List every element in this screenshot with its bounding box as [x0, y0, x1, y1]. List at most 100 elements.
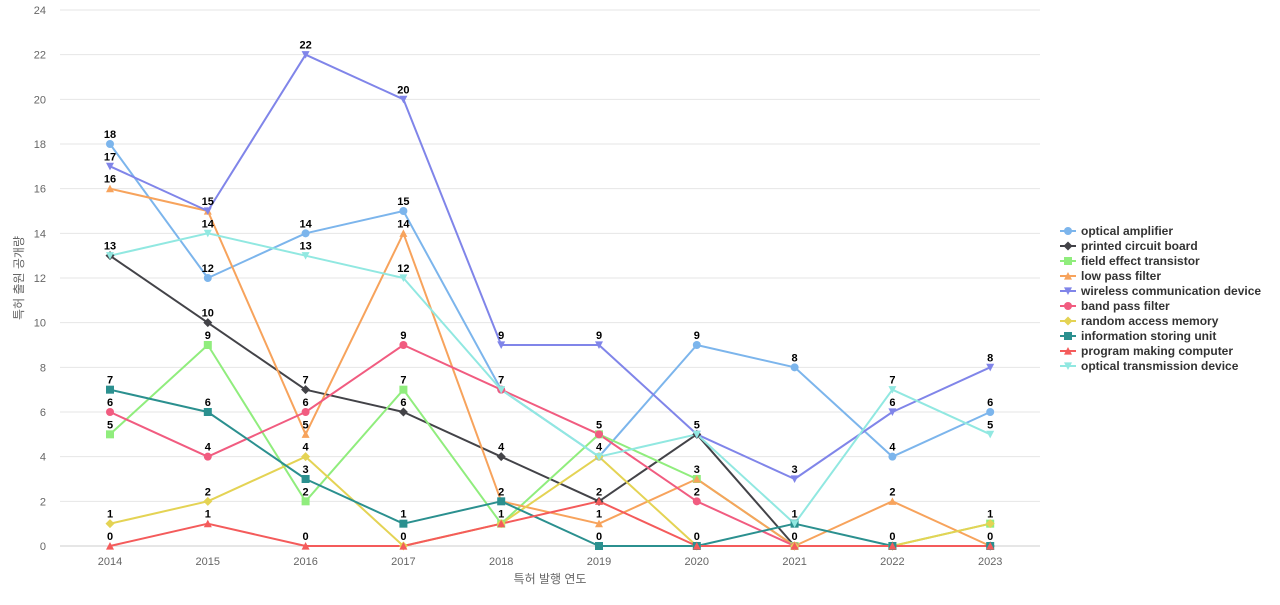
data-point[interactable]: [399, 229, 408, 237]
data-point[interactable]: [301, 51, 310, 59]
data-point[interactable]: [203, 519, 212, 528]
data-point[interactable]: [106, 430, 114, 439]
data-point[interactable]: [105, 519, 115, 529]
data-point[interactable]: [106, 542, 114, 550]
legend-item[interactable]: low pass filter: [1060, 269, 1161, 283]
data-point[interactable]: [203, 274, 212, 282]
series-line[interactable]: [109, 232, 991, 525]
legend-item[interactable]: information storing unit: [1060, 329, 1216, 343]
data-point[interactable]: [106, 162, 114, 171]
data-point[interactable]: [399, 385, 408, 394]
data-point[interactable]: [986, 542, 995, 550]
legend-marker[interactable]: [1064, 302, 1072, 310]
data-point[interactable]: [399, 341, 408, 349]
data-point[interactable]: [497, 341, 506, 349]
data-point[interactable]: [986, 363, 995, 372]
data-point[interactable]: [398, 407, 408, 417]
data-point[interactable]: [595, 519, 603, 528]
data-point[interactable]: [888, 497, 897, 505]
data-point[interactable]: [203, 318, 213, 328]
data-point[interactable]: [203, 496, 213, 506]
legend-marker[interactable]: [1064, 332, 1072, 340]
data-point[interactable]: [595, 497, 603, 505]
data-point[interactable]: [106, 140, 114, 148]
data-point[interactable]: [497, 497, 506, 506]
legend-marker[interactable]: [1064, 272, 1072, 280]
data-point[interactable]: [301, 475, 310, 483]
data-point[interactable]: [203, 408, 212, 416]
legend-item[interactable]: optical transmission device: [1060, 359, 1239, 373]
data-point[interactable]: [399, 519, 408, 528]
legend-marker[interactable]: [1063, 316, 1073, 326]
data-point[interactable]: [301, 229, 310, 238]
legend-label: optical amplifier: [1081, 224, 1173, 238]
data-point[interactable]: [301, 430, 310, 438]
data-point[interactable]: [888, 408, 897, 416]
data-point[interactable]: [399, 95, 408, 104]
data-point[interactable]: [203, 452, 212, 461]
data-point[interactable]: [692, 497, 701, 506]
data-point[interactable]: [203, 207, 212, 215]
data-point[interactable]: [595, 341, 603, 349]
data-point[interactable]: [106, 385, 114, 394]
legend-item[interactable]: wireless communication device: [1060, 284, 1261, 298]
data-point[interactable]: [301, 408, 310, 416]
data-point[interactable]: [496, 452, 506, 462]
legend-item[interactable]: printed circuit board: [1060, 239, 1198, 253]
data-point[interactable]: [301, 497, 310, 506]
legend-item[interactable]: program making computer: [1060, 344, 1233, 358]
data-label: 15: [202, 196, 214, 208]
data-point[interactable]: [106, 252, 114, 260]
data-point[interactable]: [790, 520, 799, 528]
data-point[interactable]: [790, 542, 799, 550]
data-point[interactable]: [399, 542, 408, 550]
data-label: 20: [397, 84, 409, 96]
legend-marker[interactable]: [1063, 241, 1073, 251]
data-point[interactable]: [986, 430, 995, 439]
data-point[interactable]: [203, 229, 212, 238]
legend-item[interactable]: field effect transistor: [1060, 254, 1200, 268]
data-point[interactable]: [790, 363, 799, 372]
data-point[interactable]: [692, 475, 701, 483]
series-line[interactable]: [109, 500, 991, 547]
data-point[interactable]: [106, 184, 114, 193]
data-point[interactable]: [692, 341, 701, 349]
legend-marker[interactable]: [1064, 362, 1072, 370]
data-point[interactable]: [888, 452, 897, 461]
legend-item[interactable]: optical amplifier: [1060, 224, 1173, 238]
data-point[interactable]: [595, 430, 603, 439]
y-tick-label: 6: [40, 407, 46, 419]
series-line[interactable]: [109, 143, 991, 458]
data-label: 1: [596, 509, 602, 521]
data-point[interactable]: [106, 408, 114, 416]
legend-marker[interactable]: [1064, 287, 1072, 295]
series-line[interactable]: [109, 53, 991, 480]
data-point[interactable]: [301, 452, 311, 462]
data-point[interactable]: [692, 430, 701, 439]
data-point[interactable]: [399, 207, 408, 215]
data-point[interactable]: [692, 542, 701, 550]
legend-item[interactable]: random access memory: [1060, 314, 1219, 328]
data-point[interactable]: [399, 274, 408, 282]
data-point[interactable]: [888, 542, 897, 550]
data-label: 4: [596, 442, 603, 454]
legend-marker[interactable]: [1064, 227, 1072, 235]
data-point[interactable]: [985, 519, 995, 529]
data-point[interactable]: [203, 341, 212, 349]
legend-item[interactable]: band pass filter: [1060, 299, 1170, 313]
data-point[interactable]: [497, 519, 506, 528]
legend-marker[interactable]: [1064, 347, 1072, 355]
data-point[interactable]: [497, 386, 506, 394]
data-point[interactable]: [595, 542, 603, 550]
data-point[interactable]: [301, 385, 311, 395]
series-line[interactable]: [109, 388, 991, 547]
data-label: 0: [400, 531, 406, 543]
data-point[interactable]: [595, 453, 603, 461]
data-point[interactable]: [301, 252, 310, 260]
data-point[interactable]: [790, 475, 799, 483]
data-point[interactable]: [301, 542, 310, 550]
legend-marker[interactable]: [1064, 257, 1072, 265]
data-point[interactable]: [888, 386, 897, 394]
data-point[interactable]: [986, 408, 995, 416]
